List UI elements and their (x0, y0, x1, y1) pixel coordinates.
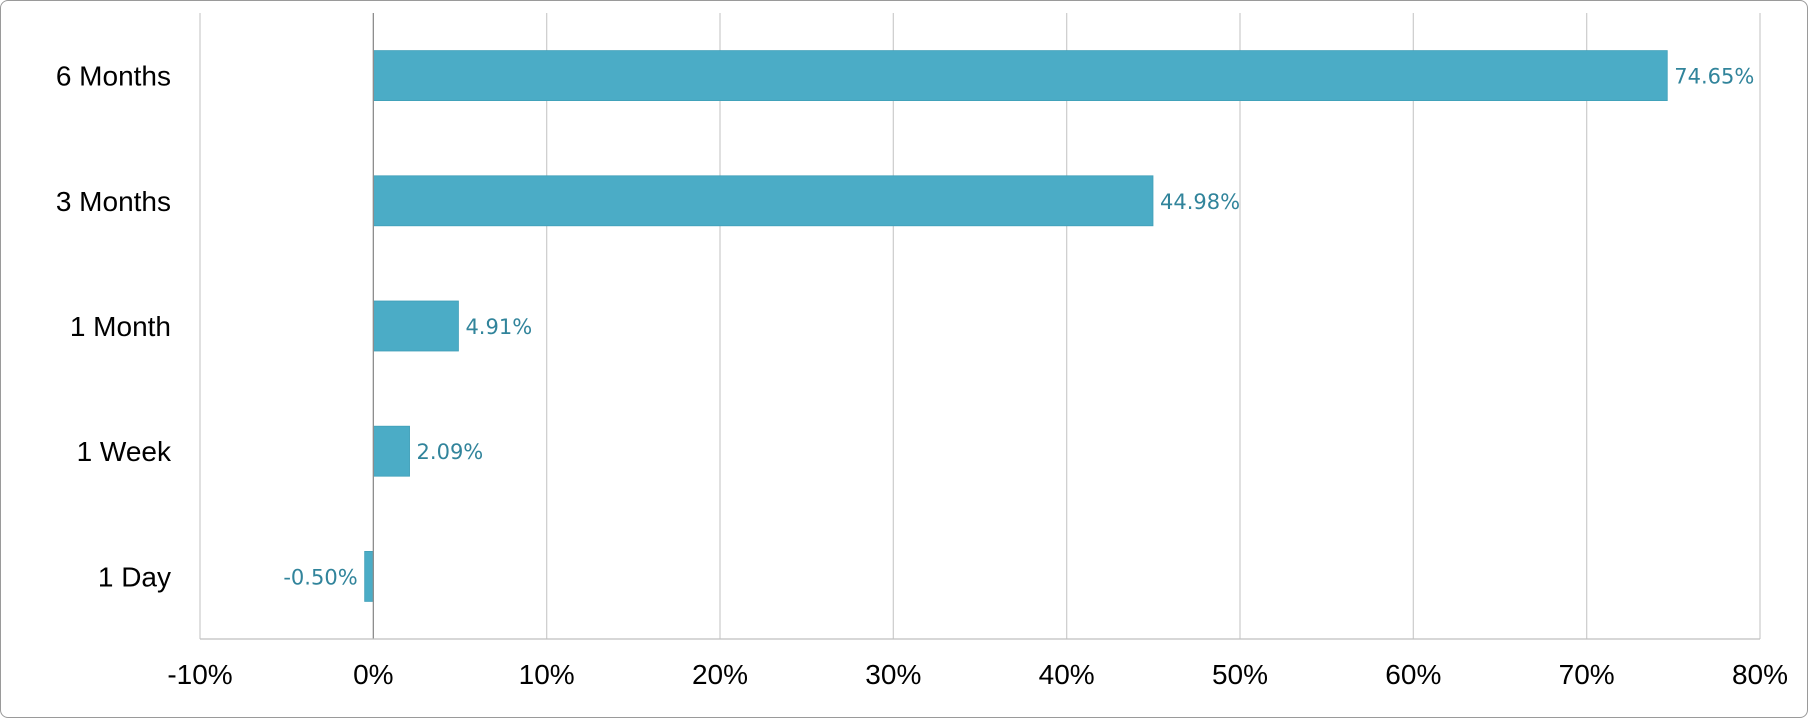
x-tick-label: -10% (167, 659, 232, 690)
x-tick-label: 20% (692, 659, 748, 690)
axis-layer: -10% 0% 10% 20% 30% 40% 50% 60% 70% 80% (167, 13, 1788, 690)
category-label: 1 Day (98, 561, 171, 592)
x-tick-label: 0% (353, 659, 393, 690)
bar-layer (364, 50, 1668, 602)
data-label: 2.09% (417, 440, 484, 464)
bar-3-months (372, 175, 1154, 227)
x-tick-label: 80% (1732, 659, 1788, 690)
x-tick-label: 10% (519, 659, 575, 690)
bar-1-day (364, 551, 374, 602)
category-label: 6 Months (56, 61, 171, 92)
bar-1-month (372, 300, 459, 352)
bar-1-week (372, 425, 410, 477)
x-tick-label: 30% (865, 659, 921, 690)
label-layer: 6 Months 74.65% 3 Months 44.98% 1 Month 4.91%… (56, 61, 1755, 593)
x-tick-label: 70% (1559, 659, 1615, 690)
x-tick-label: 50% (1212, 659, 1268, 690)
x-tick-label: 40% (1039, 659, 1095, 690)
category-label: 1 Week (77, 436, 172, 467)
data-label: 74.65% (1674, 65, 1754, 89)
category-label: 1 Month (70, 311, 171, 342)
category-label: 3 Months (56, 186, 171, 217)
x-tick-label: 60% (1385, 659, 1441, 690)
grid-layer (199, 13, 1761, 639)
data-label: -0.50% (283, 565, 357, 589)
bar-6-months (372, 50, 1668, 101)
data-label: 44.98% (1160, 190, 1240, 214)
data-label: 4.91% (465, 315, 532, 339)
